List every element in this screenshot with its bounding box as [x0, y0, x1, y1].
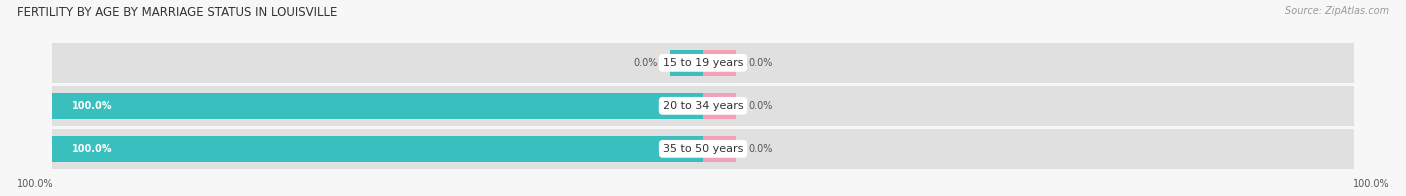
Bar	[671, 50, 703, 76]
Bar	[52, 86, 1354, 126]
Text: 35 to 50 years: 35 to 50 years	[662, 144, 744, 154]
Text: 0.0%: 0.0%	[748, 144, 773, 154]
Text: 100.0%: 100.0%	[1353, 179, 1389, 189]
Bar	[703, 93, 735, 119]
Text: 0.0%: 0.0%	[633, 58, 658, 68]
Text: FERTILITY BY AGE BY MARRIAGE STATUS IN LOUISVILLE: FERTILITY BY AGE BY MARRIAGE STATUS IN L…	[17, 6, 337, 19]
Text: 0.0%: 0.0%	[748, 58, 773, 68]
Text: 100.0%: 100.0%	[72, 144, 112, 154]
Bar	[703, 135, 735, 162]
Text: Source: ZipAtlas.com: Source: ZipAtlas.com	[1285, 6, 1389, 16]
Text: 100.0%: 100.0%	[72, 101, 112, 111]
Text: 0.0%: 0.0%	[748, 101, 773, 111]
Bar	[52, 129, 1354, 169]
Text: 100.0%: 100.0%	[17, 179, 53, 189]
Bar	[52, 135, 703, 162]
Bar	[52, 43, 1354, 83]
Bar	[703, 50, 735, 76]
Bar	[52, 93, 703, 119]
Text: 15 to 19 years: 15 to 19 years	[662, 58, 744, 68]
Text: 20 to 34 years: 20 to 34 years	[662, 101, 744, 111]
